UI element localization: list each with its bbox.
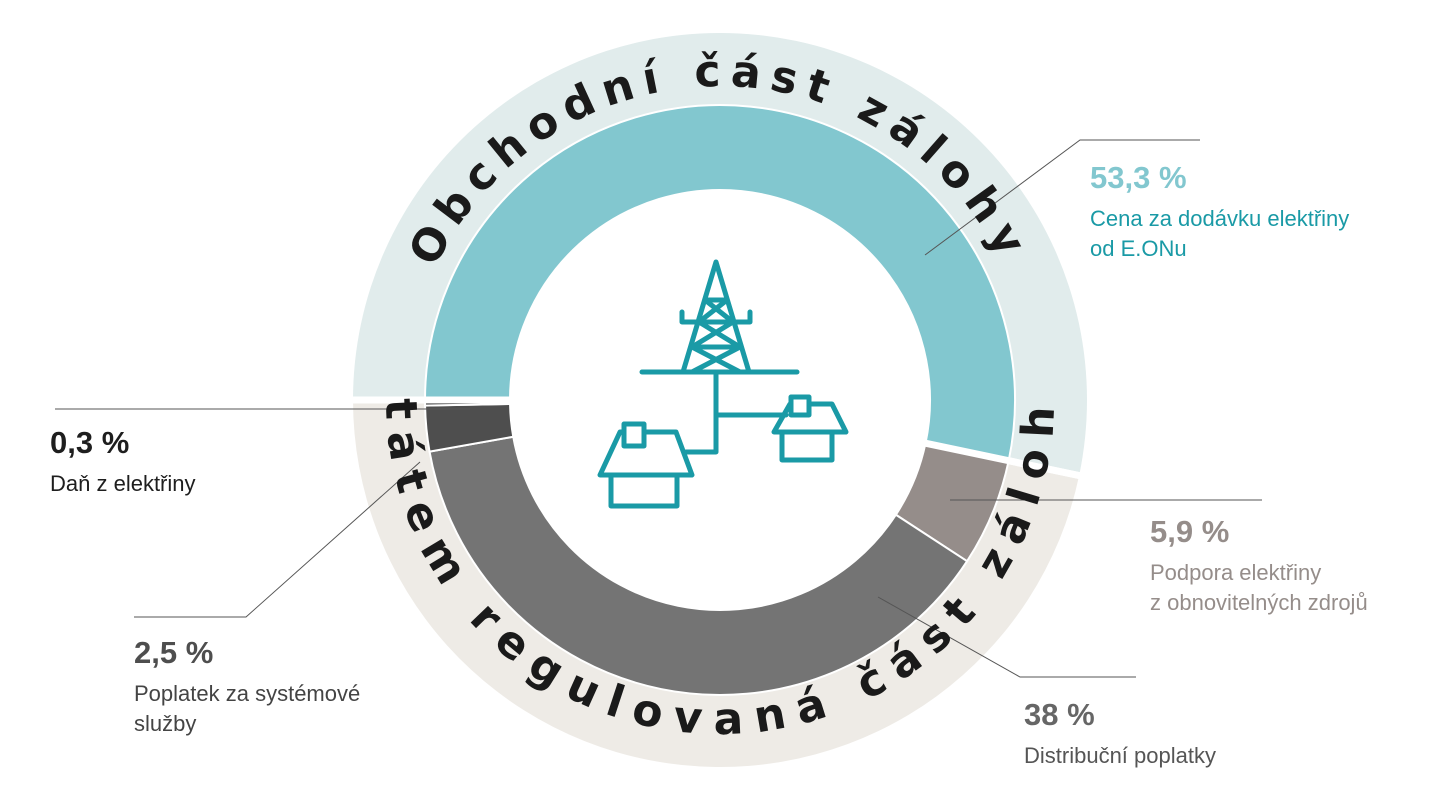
leader-line	[924, 139, 1200, 256]
segment-value-label: 53,3 %	[1090, 160, 1187, 195]
outer-ring-regulated	[353, 400, 1080, 767]
segment-value-label: 5,9 %	[1150, 514, 1229, 549]
segment-value-label: 38 %	[1024, 697, 1095, 732]
segment-description: z obnovitelných zdrojů	[1150, 590, 1368, 615]
segment-description: Distribuční poplatky	[1024, 743, 1216, 768]
ring-labels: Obchodní část zálohyStátem regulovaná čá…	[0, 0, 1055, 746]
leader-lines	[55, 139, 1262, 678]
segment-value-label: 2,5 %	[134, 635, 213, 670]
power-pylon-houses-icon	[597, 259, 849, 509]
segment-gap	[922, 439, 1084, 480]
segment-labels: 53,3 % Cena za dodávku elektřiny od E.ONu 5…	[50, 160, 1368, 768]
segment-description: Cena za dodávku elektřiny	[1090, 206, 1349, 231]
segment-description: Poplatek za systémové	[134, 681, 360, 706]
outer-ring-commercial	[352, 32, 1087, 476]
segment-description: Daň z elektřiny	[50, 471, 196, 496]
leader-line	[877, 596, 1136, 678]
donut-segment	[423, 104, 1016, 462]
inner-ring	[349, 104, 1084, 696]
segment-description: Podpora elektřiny	[1150, 560, 1321, 585]
segment-value-label: 0,3 %	[50, 425, 129, 460]
leader-line	[134, 461, 421, 618]
segment-description: od E.ONu	[1090, 236, 1187, 261]
donut-segment	[428, 435, 969, 696]
segment-description: služby	[134, 711, 196, 736]
